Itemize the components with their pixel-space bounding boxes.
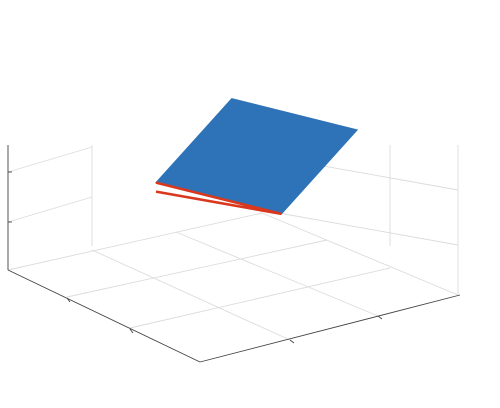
plot-marks xyxy=(155,98,359,216)
grid-line xyxy=(129,267,391,329)
grid-line xyxy=(91,249,291,341)
y-axis-line xyxy=(199,294,461,363)
grid-line xyxy=(7,196,93,223)
series-line xyxy=(155,181,282,216)
x-axis-line xyxy=(7,269,201,363)
grid-lines xyxy=(7,145,459,341)
y-axis-tick xyxy=(377,315,383,320)
grid-line xyxy=(175,231,379,317)
axes xyxy=(7,145,461,363)
y-axis-tick xyxy=(289,339,295,344)
grid-line xyxy=(261,209,459,246)
grid-line xyxy=(261,212,459,296)
x-axis-tick xyxy=(66,297,71,303)
grid-line xyxy=(66,239,328,298)
x-axis-tick xyxy=(129,328,134,334)
grid-line xyxy=(7,212,263,271)
grid-line xyxy=(7,146,93,173)
